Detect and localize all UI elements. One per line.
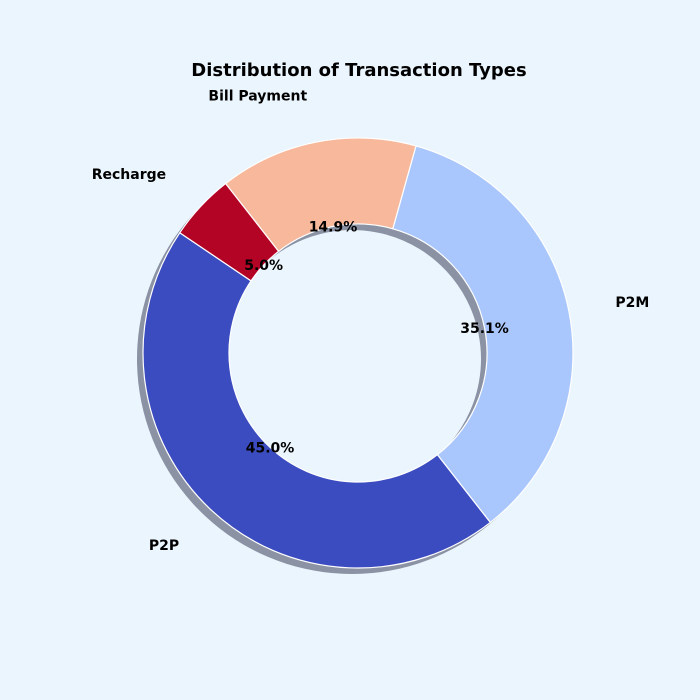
slices-group [142, 137, 574, 569]
slice-pct-p2p: 45.0% [246, 440, 295, 456]
slice-label-p2m: P2M [615, 295, 649, 311]
slice-pct-recharge: 5.0% [244, 258, 283, 274]
slice-p2p [142, 231, 492, 569]
slice-label-bill-payment: Bill Payment [208, 89, 307, 105]
slice-recharge [178, 182, 280, 282]
chart-title: Distribution of Transaction Types [191, 60, 526, 81]
slice-label-p2p: P2P [149, 538, 179, 554]
slice-pct-bill-payment: 14.9% [309, 219, 358, 235]
slice-label-recharge: Recharge [92, 167, 166, 183]
labels-group: P2P 45.0% P2M 35.1% Bill Payment 14.9% Recharg… [92, 89, 650, 554]
slice-p2m [392, 145, 574, 524]
slice-pct-p2m: 35.1% [460, 321, 509, 337]
